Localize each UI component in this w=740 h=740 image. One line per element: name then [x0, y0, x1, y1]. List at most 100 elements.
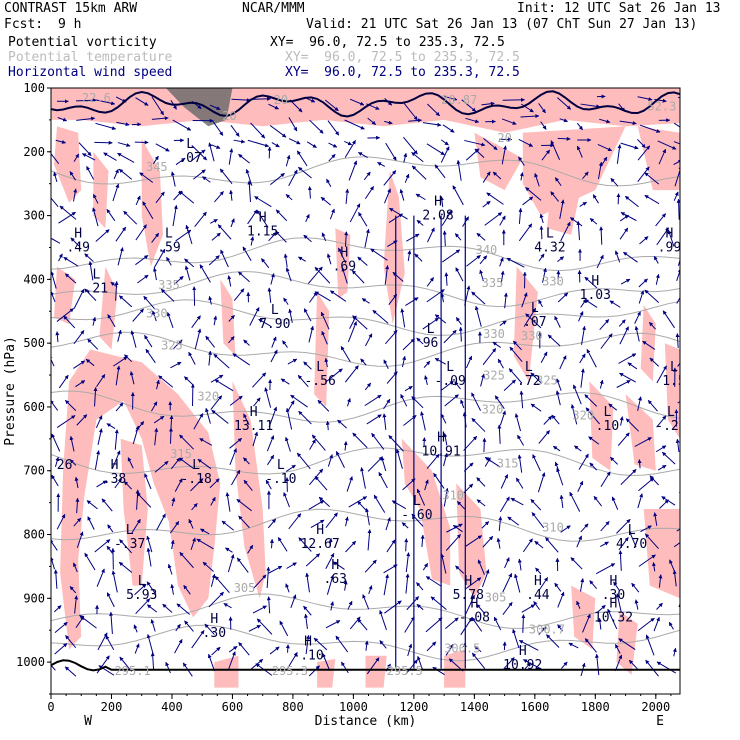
- wind-vector: [328, 142, 338, 148]
- wind-vector: [613, 581, 620, 591]
- wind-vector: [261, 258, 270, 269]
- wind-vector: [577, 480, 584, 492]
- wind-vector: [297, 374, 309, 388]
- wind-vector: [267, 454, 275, 466]
- wind-vector: [618, 638, 636, 651]
- x-tick-label: 1200: [399, 700, 428, 714]
- wind-vector: [247, 209, 258, 225]
- wind-vector: [184, 620, 194, 632]
- wind-vector: [74, 595, 79, 614]
- wind-vector: [673, 122, 680, 128]
- extremum-marker: H: [470, 596, 478, 611]
- plot-frame: [50, 87, 681, 695]
- wind-vector: [570, 557, 583, 570]
- theta-label: 295.5: [387, 664, 423, 678]
- extremum-value: .21: [85, 282, 108, 297]
- wind-vector: [618, 353, 637, 364]
- wind-vector: [131, 518, 141, 534]
- wind-vector: [533, 601, 541, 611]
- wind-vector: [538, 577, 549, 591]
- y-tick-label: 300: [23, 209, 45, 223]
- wind-vector: [595, 563, 616, 575]
- wind-vector: [476, 232, 486, 241]
- wind-vector: [502, 601, 513, 615]
- wind-vector: [230, 125, 240, 137]
- wind-vector: [151, 96, 165, 116]
- wind-vector: [119, 539, 132, 554]
- wind-vector: [607, 608, 618, 630]
- wind-vector: [130, 330, 137, 348]
- wind-vector: [357, 500, 368, 512]
- wind-vector: [303, 613, 308, 629]
- extremum-value: 5.93: [126, 588, 157, 603]
- wind-vector: [644, 194, 660, 205]
- wind-vector: [170, 457, 181, 470]
- wind-vector: [655, 445, 667, 453]
- wind-vector: [153, 415, 165, 424]
- wind-vector: [403, 152, 408, 163]
- wind-vector: [656, 227, 670, 246]
- wind-vector: [114, 281, 119, 301]
- wind-vector: [403, 102, 418, 121]
- wind-vector: [657, 140, 677, 150]
- extremum-value: .38: [103, 472, 126, 487]
- wind-vector: [86, 166, 95, 180]
- wind-vector: [661, 451, 676, 465]
- wind-vector: [84, 552, 96, 571]
- wind-vector: [193, 413, 204, 430]
- wind-vector: [658, 148, 667, 165]
- wind-vector: [51, 664, 56, 671]
- wind-vector: [132, 425, 140, 445]
- wind-vector: [423, 360, 431, 368]
- wind-vector: [313, 637, 328, 651]
- wind-vector: [484, 212, 503, 226]
- wind-vector: [427, 227, 435, 243]
- pv-contour: [51, 90, 680, 118]
- wind-vector: [443, 487, 449, 507]
- wind-vector: [264, 387, 272, 408]
- wind-vector: [662, 310, 675, 329]
- wind-vector: [443, 433, 448, 446]
- wind-vector: [515, 477, 524, 489]
- wind-vector: [445, 534, 461, 551]
- wind-vector: [402, 338, 415, 351]
- wind-vector: [405, 552, 411, 573]
- wind-vector: [405, 659, 418, 675]
- wind-vector: [351, 270, 365, 284]
- wind-vector: [158, 375, 174, 388]
- wind-vector: [656, 602, 663, 610]
- theta-label: 345: [146, 160, 168, 174]
- wind-vector: [405, 573, 410, 594]
- wind-vector: [228, 148, 234, 165]
- wind-vector: [580, 368, 585, 388]
- wind-vector: [211, 409, 229, 424]
- wind-vector: [325, 512, 338, 528]
- wind-vector: [65, 635, 77, 649]
- wind-vector: [146, 535, 153, 553]
- wind-vector: [530, 403, 542, 412]
- wind-vector: [408, 118, 422, 123]
- wind-vector: [514, 413, 522, 432]
- wind-vector: [84, 288, 97, 301]
- wind-vector: [117, 329, 122, 342]
- wind-vector: [546, 634, 560, 648]
- wind-vector: [551, 414, 560, 425]
- wind-vector: [420, 411, 426, 431]
- x-tick-label: 1400: [460, 700, 489, 714]
- wind-vector: [619, 227, 629, 240]
- wind-vector: [146, 634, 154, 656]
- wind-vector: [379, 610, 387, 631]
- wind-vector: [377, 161, 386, 167]
- wind-vector: [415, 193, 426, 201]
- wind-vector: [134, 643, 140, 654]
- wind-vector: [267, 287, 272, 303]
- extremum-marker: H: [316, 523, 324, 538]
- wind-vector: [579, 201, 587, 207]
- wind-vector: [347, 600, 353, 610]
- wind-vector: [559, 118, 568, 123]
- wind-vector: [238, 515, 250, 529]
- wind-vector: [188, 351, 196, 365]
- wind-vector: [504, 557, 510, 569]
- wind-vector: [344, 141, 353, 146]
- extremum-value: -.09: [435, 374, 466, 389]
